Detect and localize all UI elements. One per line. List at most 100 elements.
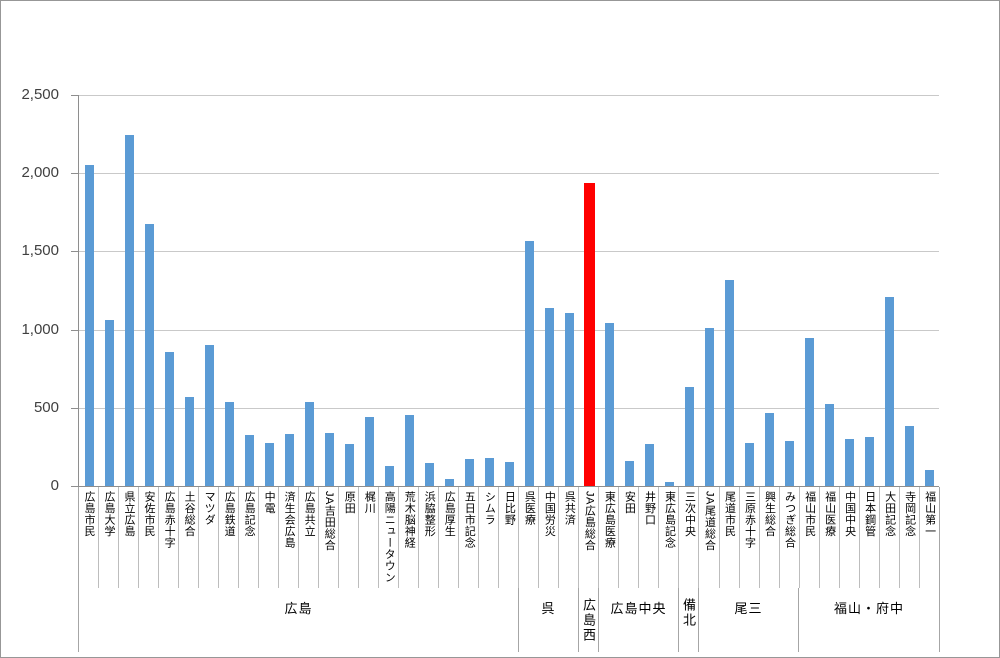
category-label: 広島市民 — [83, 491, 95, 537]
category-cell: 井野口 — [639, 487, 660, 588]
category-label: シムラ — [483, 491, 496, 526]
category-cell: 土谷総合 — [179, 487, 200, 588]
category-cell: JA広島総合 — [579, 487, 600, 588]
chart-bar — [744, 443, 754, 486]
y-tick-label: 1,000 — [21, 321, 59, 338]
chart-bar — [444, 479, 454, 486]
category-cell: 日本鋼管 — [860, 487, 880, 588]
category-label: JA広島総合 — [583, 491, 596, 551]
category-label: 原田 — [343, 491, 356, 514]
category-cell: 五日市記念 — [459, 487, 480, 588]
category-label: 日本鋼管 — [863, 491, 876, 537]
y-axis-tick — [71, 95, 78, 96]
category-label: 尾道市民 — [723, 491, 736, 537]
group-label: 福山・府中 — [833, 601, 904, 616]
category-label: 荒木脳神経 — [403, 491, 416, 549]
chart-bar — [384, 466, 394, 486]
chart-bar — [864, 436, 874, 486]
y-tick-label: 2,500 — [21, 86, 59, 103]
highlight-bar — [583, 182, 595, 486]
category-label: 広島大学 — [103, 491, 116, 537]
chart-bar — [904, 425, 914, 486]
category-label: 広島記念 — [243, 491, 256, 537]
category-label: 済生会広島 — [283, 491, 296, 549]
category-label: 中国中央 — [843, 491, 856, 537]
category-cell: 寺岡記念 — [900, 487, 920, 588]
gridline — [79, 330, 939, 331]
group-cell: 広島中央 — [599, 588, 679, 652]
category-label: 大田記念 — [883, 491, 896, 537]
chart-bar — [804, 338, 814, 486]
y-axis-tick — [71, 486, 78, 487]
category-cell: 三次中央 — [679, 487, 700, 588]
category-cell: JA吉田総合 — [319, 487, 340, 588]
y-tick-label: 0 — [50, 477, 59, 494]
y-tick-label: 2,000 — [21, 164, 59, 181]
chart-bar — [564, 313, 574, 486]
group-cell: 福山・府中 — [799, 588, 939, 652]
category-cell: 中電 — [259, 487, 280, 588]
category-cell: 東広島記念 — [659, 487, 680, 588]
chart-bar — [204, 344, 214, 486]
category-cell: 尾道市民 — [720, 487, 740, 588]
category-cell: 梶川 — [359, 487, 380, 588]
group-label: 尾三 — [734, 601, 763, 616]
category-label: 広島鉄道 — [223, 491, 236, 537]
chart-bar — [844, 439, 854, 486]
chart-bar — [604, 322, 614, 486]
category-label: 土谷総合 — [183, 491, 196, 537]
chart-bar — [224, 402, 234, 486]
category-label: 五日市記念 — [463, 491, 476, 549]
category-label: 広島共立 — [303, 491, 316, 537]
category-label: 呉医療 — [523, 491, 536, 526]
category-cell: 広島赤十字 — [159, 487, 180, 588]
category-label: 呉共済 — [563, 491, 576, 526]
category-cell: 呉共済 — [559, 487, 580, 588]
gridline — [79, 95, 939, 96]
group-axis: 広島 呉 広島西 広島中央 備北 尾三 福山・府中 — [78, 588, 940, 652]
x-axis-line — [78, 486, 939, 487]
group-cell: 広島 — [79, 588, 519, 652]
category-cell: マツダ — [199, 487, 220, 588]
category-label: みつぎ総合 — [783, 491, 796, 549]
category-cell: 中国中央 — [840, 487, 860, 588]
group-label: 広島 — [284, 601, 313, 616]
category-cell: 荒木脳神経 — [399, 487, 420, 588]
category-label: 広島厚生 — [443, 491, 456, 537]
group-cell: 広島西 — [579, 588, 599, 652]
category-cell: 原田 — [339, 487, 360, 588]
category-cell: 福山医療 — [820, 487, 840, 588]
chart-bar — [324, 432, 334, 486]
category-label: JA吉田総合 — [323, 491, 336, 551]
chart-bar — [104, 320, 114, 486]
gridline — [79, 251, 939, 252]
y-axis-tick — [71, 330, 78, 331]
category-cell: 興生総合 — [760, 487, 780, 588]
category-cell: 広島鉄道 — [219, 487, 240, 588]
category-cell: 呉医療 — [519, 487, 540, 588]
chart-bar — [424, 463, 434, 486]
category-label: JA尾道総合 — [703, 491, 716, 551]
chart-bar — [364, 417, 374, 486]
category-cell: 東広島医療 — [599, 487, 620, 588]
category-cell: 大田記念 — [880, 487, 900, 588]
category-cell: 広島厚生 — [439, 487, 460, 588]
chart-bar — [244, 435, 254, 486]
y-tick-label: 500 — [33, 399, 59, 416]
chart-bar — [704, 328, 714, 486]
category-cell: 日比野 — [499, 487, 520, 588]
y-axis-tick — [71, 408, 78, 409]
group-cell: 尾三 — [699, 588, 799, 652]
chart-bar — [884, 296, 894, 486]
chart-bar — [524, 240, 534, 486]
category-label: 福山市民 — [803, 491, 816, 537]
category-cell: 安田 — [619, 487, 640, 588]
category-label: 三原赤十字 — [743, 491, 756, 549]
category-cell: 県立広島 — [119, 487, 140, 588]
category-label: 高陽ニュータウン — [383, 491, 396, 583]
category-cell: 安佐市民 — [139, 487, 160, 588]
category-label: 梶川 — [363, 491, 376, 514]
category-label: 福山医療 — [823, 491, 836, 537]
y-axis-tick — [71, 251, 78, 252]
